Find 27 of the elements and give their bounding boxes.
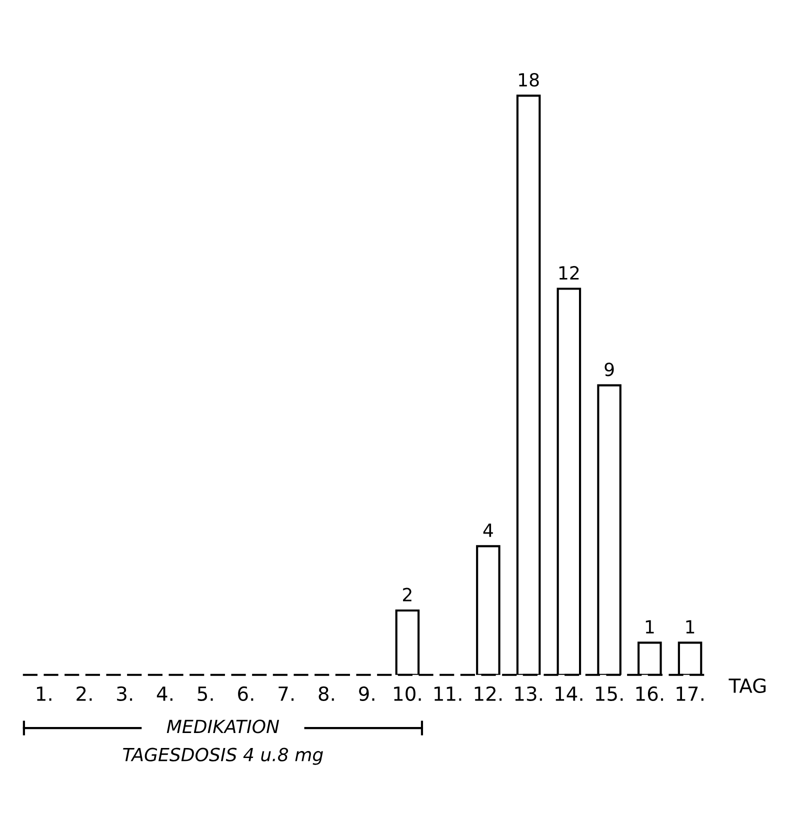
- x-tick-label: 3.: [117, 686, 132, 702]
- data-label: 9: [604, 362, 614, 376]
- x-tick-label: 17.: [676, 686, 704, 701]
- data-label: 12: [559, 266, 579, 280]
- x-tick-label: 10.: [394, 686, 421, 702]
- x-tick-label: 15.: [596, 686, 623, 702]
- data-label: 1: [686, 620, 694, 634]
- x-tick-label: 2.: [76, 686, 92, 701]
- data-label: 1: [646, 620, 654, 634]
- data-label: 4: [483, 524, 493, 537]
- x-tick-label: 12.: [474, 686, 502, 701]
- x-tick-label: 14.: [556, 686, 582, 701]
- x-tick-label: 13.: [515, 686, 542, 702]
- x-tick-label: 1.: [36, 686, 52, 701]
- text: MEDIKATION: [166, 720, 280, 734]
- x-tick-label: 9.: [359, 686, 374, 702]
- x-tick-label: 4.: [156, 686, 172, 701]
- x-tick-label: 7.: [278, 686, 294, 701]
- x-tick-label: 11.: [434, 686, 462, 701]
- x-tick-label: 8.: [318, 686, 334, 702]
- data-label: 18: [519, 73, 539, 87]
- x-tick-label: 5.: [198, 686, 213, 702]
- x-tick-label: 16.: [636, 686, 664, 702]
- data-label: 2: [403, 588, 412, 602]
- x-axis-title: TAG: [728, 678, 766, 694]
- text: TAGESDOSIS 4 u.8 mg: [123, 748, 323, 765]
- x-tick-label: 6.: [238, 686, 254, 702]
